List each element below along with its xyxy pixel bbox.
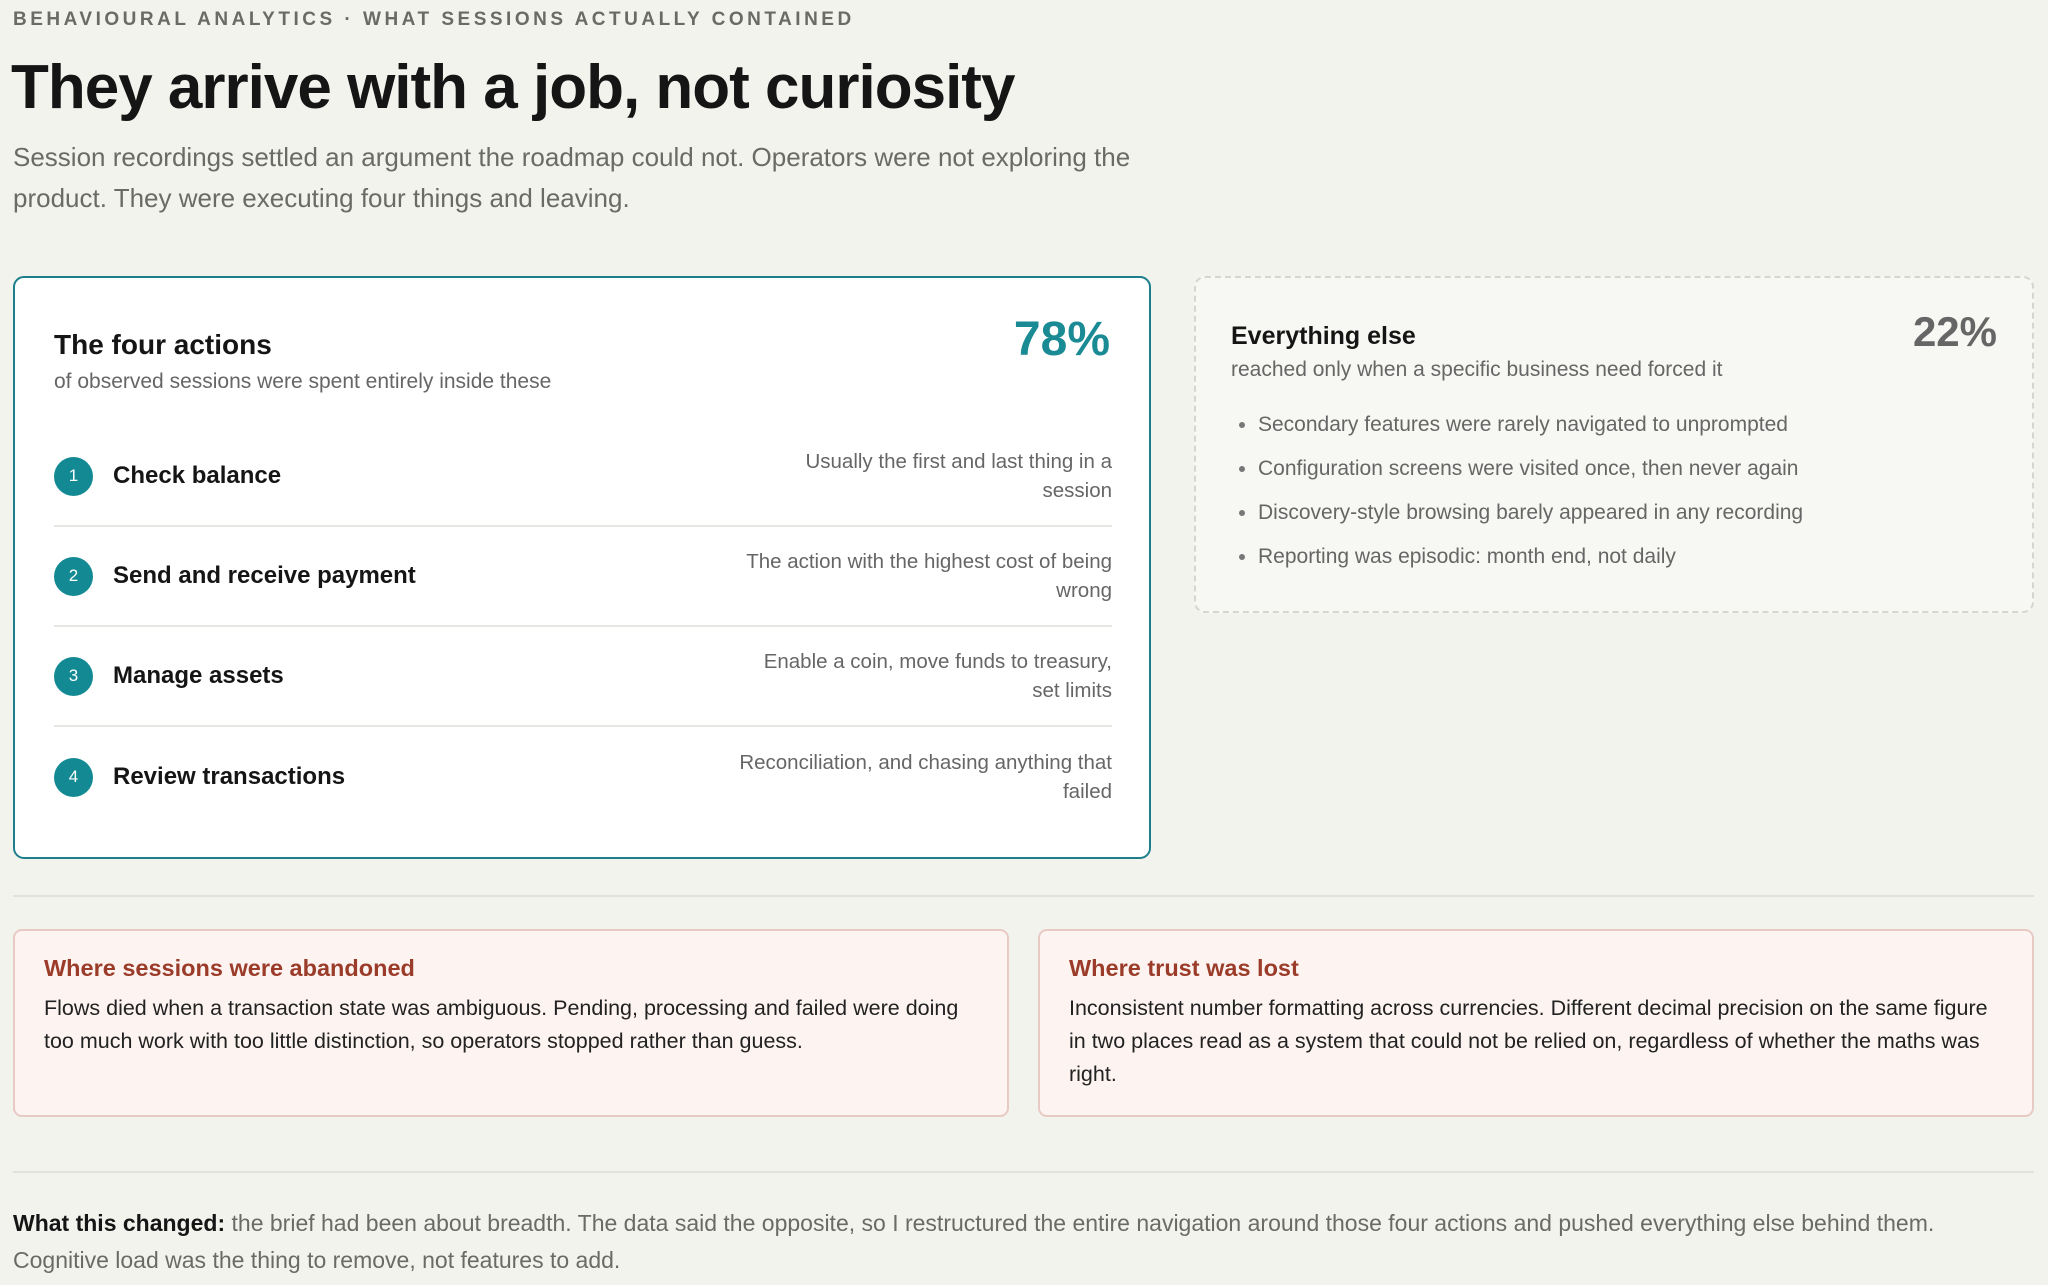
- step-number: 1: [54, 456, 93, 496]
- finding-title: Where sessions were abandoned: [44, 955, 415, 981]
- footer-lead: What this changed:: [13, 1210, 226, 1236]
- action-row: 4 Review transactions Reconciliation, and …: [54, 727, 1112, 827]
- secondary-card: Everything else reached only when a spec…: [1194, 276, 2034, 613]
- bullet: Secondary features were rarely navigated…: [1258, 403, 1803, 447]
- card-subtitle: of observed sessions were spent entirely…: [54, 370, 552, 393]
- action-label: Send and receive payment: [113, 562, 416, 589]
- step-number: 4: [54, 757, 93, 797]
- step-number: 3: [54, 656, 93, 696]
- subtitle: Session recordings settled an argument t…: [13, 142, 1131, 213]
- step-number: 2: [54, 556, 93, 596]
- card-title: The four actions: [54, 329, 272, 360]
- action-row: 3 Manage assets Enable a coin, move funds …: [54, 627, 1112, 727]
- action-description: The action with the highest cost of bein…: [746, 550, 1112, 602]
- card-title: Everything else: [1231, 322, 1416, 350]
- footer: What this changed: the brief had been ab…: [13, 1205, 2023, 1279]
- finding-title: Where trust was lost: [1069, 955, 1299, 981]
- divider: [13, 1171, 2034, 1173]
- card-subtitle: reached only when a specific business ne…: [1231, 358, 1723, 381]
- bullet: Reporting was episodic: month end, not d…: [1258, 535, 1803, 579]
- bullet: Configuration screens were visited once,…: [1258, 447, 1803, 491]
- stat: 78%: [1013, 313, 1110, 366]
- bullet-list: Secondary features were rarely navigated…: [1231, 403, 1803, 579]
- primary-card: The four actions of observed sessions we…: [13, 276, 1151, 859]
- stat: 22%: [1912, 308, 1997, 355]
- footer-body: the brief had been about breadth. The da…: [13, 1210, 1935, 1273]
- eyebrow: BEHAVIOURAL ANALYTICS · WHAT SESSIONS AC…: [13, 9, 855, 30]
- finding-body: Inconsistent number formatting across cu…: [1069, 996, 1988, 1086]
- finding-card: Where trust was lost Inconsistent number …: [1038, 929, 2034, 1117]
- action-description: Enable a coin, move funds to treasury, s…: [763, 650, 1112, 702]
- action-row: 2 Send and receive payment The action with…: [54, 527, 1112, 627]
- page-title: They arrive with a job, not curiosity: [11, 53, 1015, 122]
- action-description: Reconciliation, and chasing anything tha…: [739, 751, 1112, 803]
- action-label: Manage assets: [113, 662, 284, 689]
- finding-body: Flows died when a transaction state was …: [44, 996, 959, 1053]
- bullet: Discovery-style browsing barely appeared…: [1258, 491, 1803, 535]
- finding-card: Where sessions were abandoned Flows died …: [13, 929, 1009, 1117]
- action-label: Review transactions: [113, 763, 346, 790]
- action-description: Usually the first and last thing in a se…: [805, 450, 1112, 502]
- divider: [13, 895, 2034, 897]
- action-row: 1 Check balance Usually the first and last…: [54, 427, 1112, 527]
- action-label: Check balance: [113, 462, 282, 489]
